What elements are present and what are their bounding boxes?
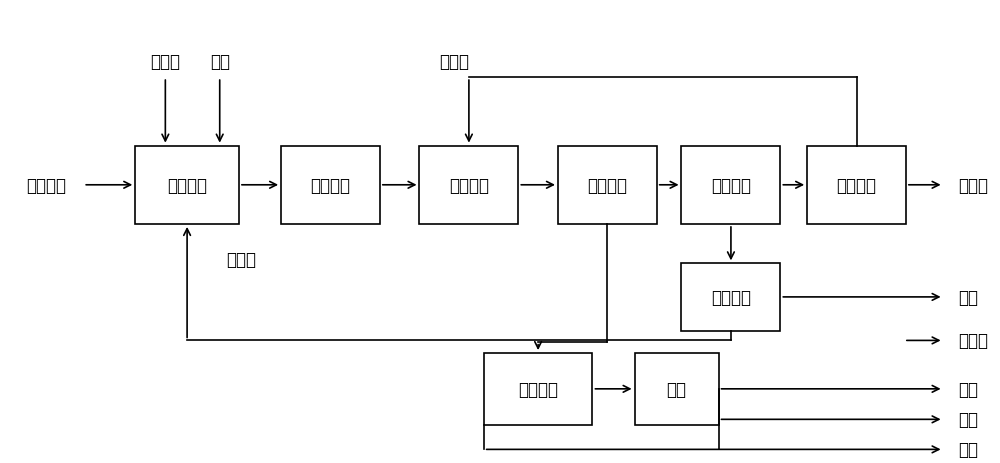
- Text: 残渣: 残渣: [958, 440, 978, 458]
- Bar: [807, 146, 906, 225]
- Text: 低温分离: 低温分离: [711, 176, 751, 194]
- Text: 脱硫脱碳: 脱硫脱碳: [837, 176, 877, 194]
- Text: 中油: 中油: [958, 380, 978, 398]
- Text: 料浆制备: 料浆制备: [167, 176, 207, 194]
- Text: 不凝气: 不凝气: [958, 176, 988, 194]
- Text: 水溶液: 水溶液: [958, 332, 988, 350]
- Bar: [558, 146, 657, 225]
- Text: 沉降分离: 沉降分离: [518, 380, 558, 398]
- Text: 蒸馏: 蒸馏: [667, 380, 687, 398]
- Text: 溶剂: 溶剂: [210, 53, 230, 71]
- Bar: [135, 146, 239, 225]
- Text: 反应气: 反应气: [439, 53, 469, 71]
- Text: 催化剂: 催化剂: [150, 53, 180, 71]
- Text: 料浆预热: 料浆预热: [310, 176, 350, 194]
- Bar: [484, 353, 592, 425]
- Text: 重油: 重油: [958, 410, 978, 428]
- Bar: [681, 264, 780, 331]
- Bar: [681, 146, 780, 225]
- Text: 油水分离: 油水分离: [711, 288, 751, 306]
- Text: 高温分离: 高温分离: [587, 176, 627, 194]
- Bar: [635, 353, 719, 425]
- Text: 轻油: 轻油: [958, 288, 978, 306]
- Bar: [281, 146, 380, 225]
- Text: 液化反应: 液化反应: [449, 176, 489, 194]
- Text: 污泥原料: 污泥原料: [26, 176, 66, 194]
- Bar: [419, 146, 518, 225]
- Text: 循环水: 循环水: [227, 250, 257, 268]
